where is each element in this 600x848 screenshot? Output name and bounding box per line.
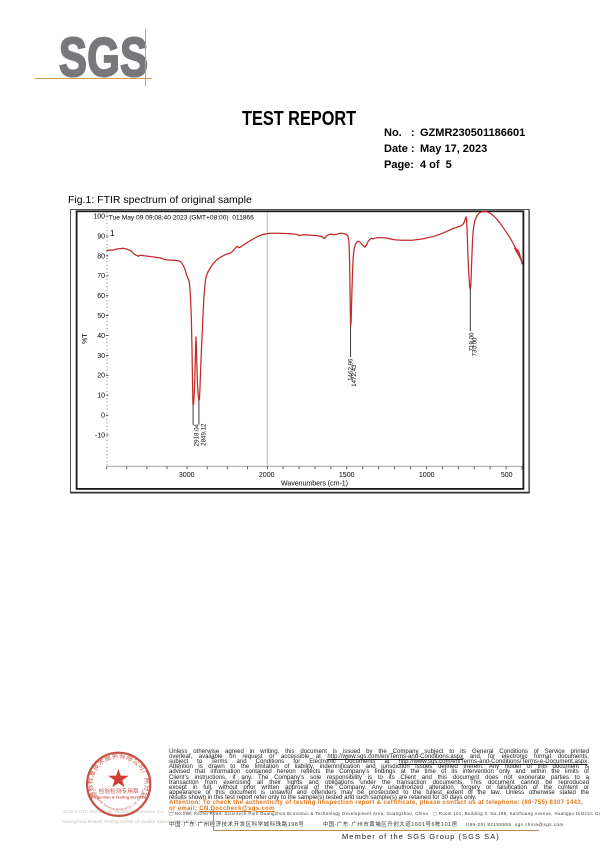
svg-text:80: 80: [97, 253, 105, 260]
svg-text:20: 20: [97, 373, 105, 380]
svg-text:50: 50: [97, 313, 105, 320]
svg-text:技: 技: [90, 761, 101, 772]
svg-text:1: 1: [110, 229, 115, 238]
svg-text:1462.96: 1462.96: [348, 358, 355, 381]
svg-text:2000: 2000: [259, 472, 275, 479]
svg-text:%T: %T: [82, 333, 89, 344]
svg-text:60: 60: [97, 293, 105, 300]
svg-text:分: 分: [142, 784, 152, 792]
svg-text:0: 0: [101, 413, 105, 420]
svg-text:719.00: 719.00: [468, 332, 475, 351]
svg-text:500: 500: [501, 472, 513, 479]
svg-text:术: 术: [96, 756, 107, 767]
svg-text:标: 标: [85, 776, 95, 784]
svg-text:服: 服: [103, 753, 113, 763]
svg-text:务: 务: [111, 751, 119, 761]
svg-text:标: 标: [85, 784, 95, 792]
svg-text:Tue May 09 09:08:40 2023 (GMT+: Tue May 09 09:08:40 2023 (GMT+08:00) 011…: [109, 215, 254, 222]
svg-text:Wavenumbers (cm-1): Wavenumbers (cm-1): [281, 481, 348, 488]
svg-text:2849.12: 2849.12: [201, 423, 208, 446]
svg-text:1472.43: 1472.43: [351, 364, 358, 387]
svg-text:司: 司: [136, 762, 146, 772]
svg-text:公: 公: [131, 758, 141, 768]
svg-text:3000: 3000: [179, 472, 195, 479]
svg-text:10: 10: [97, 393, 105, 400]
svg-text:Inspection & Testing Services: Inspection & Testing Services: [91, 795, 146, 800]
svg-text:通: 通: [87, 790, 98, 800]
svg-text:公: 公: [140, 791, 149, 800]
svg-text:30: 30: [97, 353, 105, 360]
svg-text:100: 100: [93, 214, 105, 221]
svg-text:730.00: 730.00: [471, 337, 478, 356]
svg-text:1500: 1500: [339, 472, 355, 479]
svg-text:-10: -10: [95, 432, 105, 439]
svg-text:90: 90: [97, 233, 105, 240]
svg-text:1000: 1000: [419, 472, 435, 479]
svg-text:2918.04: 2918.04: [193, 423, 200, 446]
svg-text:准: 准: [87, 768, 98, 778]
svg-text:州: 州: [142, 777, 150, 784]
svg-text:限: 限: [125, 752, 135, 763]
svg-text:70: 70: [97, 273, 105, 280]
svg-text:有: 有: [119, 751, 127, 761]
svg-text:40: 40: [97, 333, 105, 340]
svg-text:广: 广: [140, 769, 151, 779]
svg-text:检验检测专用章: 检验检测专用章: [99, 787, 139, 795]
